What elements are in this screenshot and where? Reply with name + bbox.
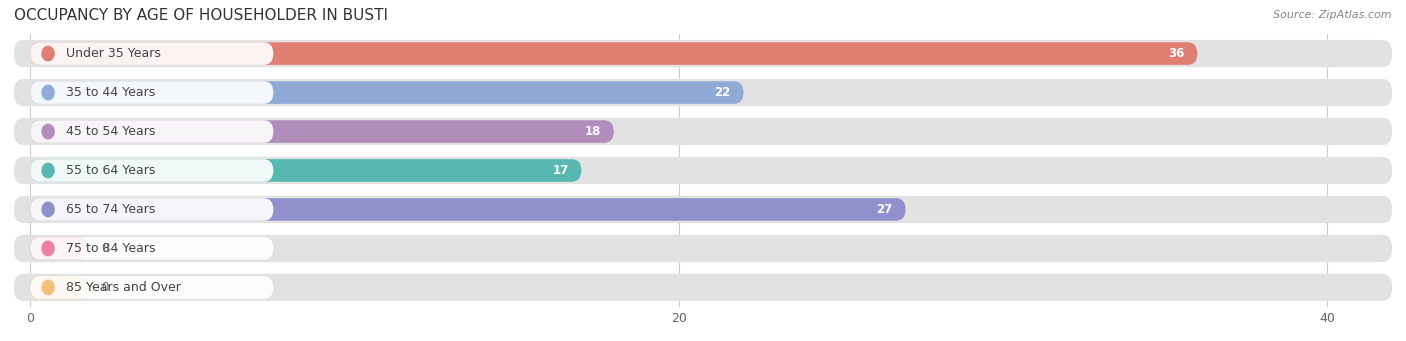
Text: 35 to 44 Years: 35 to 44 Years bbox=[66, 86, 155, 99]
Circle shape bbox=[42, 163, 53, 178]
FancyBboxPatch shape bbox=[31, 198, 905, 221]
FancyBboxPatch shape bbox=[14, 235, 1392, 262]
FancyBboxPatch shape bbox=[31, 159, 582, 182]
FancyBboxPatch shape bbox=[14, 118, 1392, 145]
FancyBboxPatch shape bbox=[31, 276, 89, 299]
FancyBboxPatch shape bbox=[31, 276, 273, 299]
Text: 22: 22 bbox=[714, 86, 731, 99]
Text: Under 35 Years: Under 35 Years bbox=[66, 47, 160, 60]
FancyBboxPatch shape bbox=[31, 237, 273, 260]
Text: 85 Years and Over: 85 Years and Over bbox=[66, 281, 181, 294]
FancyBboxPatch shape bbox=[14, 196, 1392, 223]
Circle shape bbox=[42, 46, 53, 61]
Text: 55 to 64 Years: 55 to 64 Years bbox=[66, 164, 155, 177]
Text: 18: 18 bbox=[585, 125, 600, 138]
Text: 17: 17 bbox=[553, 164, 568, 177]
Circle shape bbox=[42, 202, 53, 217]
Text: 0: 0 bbox=[101, 281, 110, 294]
Text: 27: 27 bbox=[876, 203, 893, 216]
FancyBboxPatch shape bbox=[31, 81, 744, 104]
FancyBboxPatch shape bbox=[31, 42, 1198, 65]
Text: Source: ZipAtlas.com: Source: ZipAtlas.com bbox=[1274, 10, 1392, 20]
Circle shape bbox=[42, 85, 53, 100]
FancyBboxPatch shape bbox=[31, 159, 273, 182]
Text: 0: 0 bbox=[101, 242, 110, 255]
Circle shape bbox=[42, 280, 53, 295]
FancyBboxPatch shape bbox=[31, 42, 273, 65]
FancyBboxPatch shape bbox=[14, 79, 1392, 106]
Text: 75 to 84 Years: 75 to 84 Years bbox=[66, 242, 156, 255]
Text: 45 to 54 Years: 45 to 54 Years bbox=[66, 125, 155, 138]
FancyBboxPatch shape bbox=[14, 274, 1392, 301]
FancyBboxPatch shape bbox=[31, 198, 273, 221]
Text: OCCUPANCY BY AGE OF HOUSEHOLDER IN BUSTI: OCCUPANCY BY AGE OF HOUSEHOLDER IN BUSTI bbox=[14, 8, 388, 23]
FancyBboxPatch shape bbox=[31, 120, 614, 143]
FancyBboxPatch shape bbox=[14, 40, 1392, 67]
FancyBboxPatch shape bbox=[31, 237, 89, 260]
FancyBboxPatch shape bbox=[14, 157, 1392, 184]
Text: 36: 36 bbox=[1168, 47, 1184, 60]
Circle shape bbox=[42, 124, 53, 139]
Text: 65 to 74 Years: 65 to 74 Years bbox=[66, 203, 155, 216]
FancyBboxPatch shape bbox=[31, 81, 273, 104]
Circle shape bbox=[42, 241, 53, 256]
FancyBboxPatch shape bbox=[31, 120, 273, 143]
